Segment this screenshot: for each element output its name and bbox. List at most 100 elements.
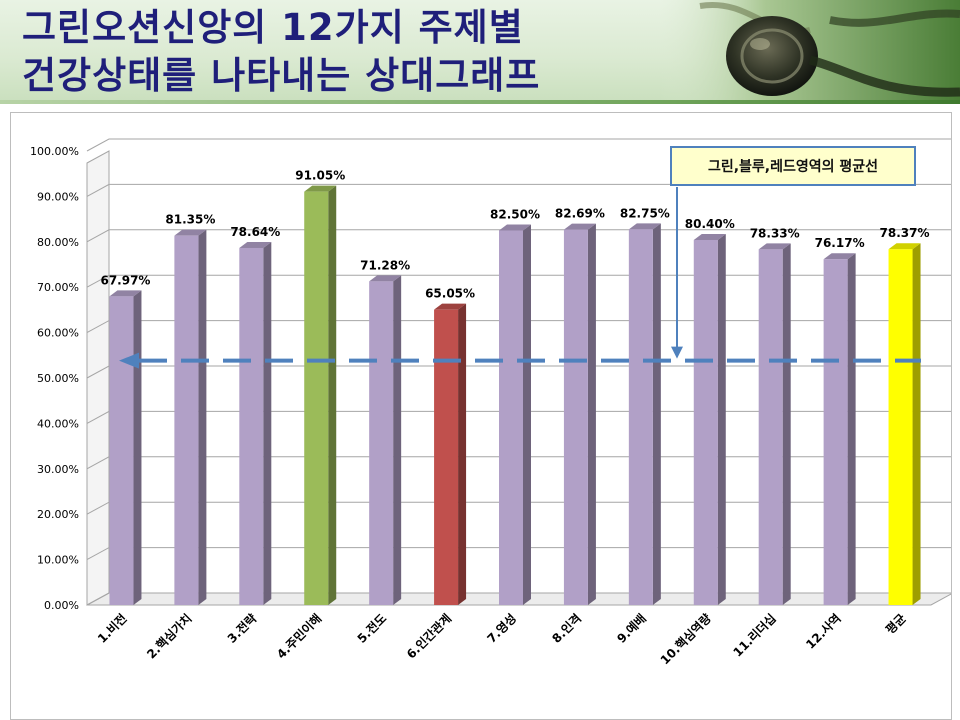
gridline	[86, 183, 951, 197]
bar-top	[758, 243, 791, 250]
data-label: 81.35%	[165, 213, 215, 227]
gridline	[86, 274, 951, 288]
bar-top	[109, 290, 142, 297]
y-tick-label: 100.00%	[30, 145, 79, 158]
x-tick-label: 3.전략	[224, 611, 259, 646]
y-tick-label: 70.00%	[37, 281, 79, 294]
bar-side	[912, 243, 921, 605]
x-tick-label: 6.인간관계	[403, 611, 454, 662]
bar	[109, 296, 134, 605]
title-line-1: 그린오션신앙의 12가지 주제별	[22, 6, 524, 49]
bar	[888, 249, 913, 605]
slide-header: 그린오션신앙의 12가지 주제별 건강상태를 나타내는 상대그래프	[0, 0, 960, 104]
bar	[369, 281, 394, 605]
bar	[563, 229, 588, 605]
bar-top	[304, 185, 337, 192]
average-line-callout: 그린,블루,레드영역의 평균선	[670, 146, 916, 186]
bar-top	[823, 253, 856, 260]
data-label: 78.64%	[230, 225, 280, 239]
bar	[823, 259, 848, 605]
bar-top	[888, 243, 921, 250]
average-line-arrowhead	[119, 352, 139, 369]
bar-top	[628, 223, 661, 230]
bar	[174, 235, 199, 605]
slide-title: 그린오션신앙의 12가지 주제별 건강상태를 나타내는 상대그래프	[22, 4, 540, 100]
y-tick-label: 10.00%	[37, 554, 79, 567]
bar-side	[198, 229, 207, 605]
x-tick-label: 9.예배	[614, 611, 649, 646]
gridline	[86, 456, 951, 470]
gridline	[86, 320, 951, 334]
gridline	[86, 365, 951, 379]
y-tick-label: 90.00%	[37, 190, 79, 203]
data-label: 71.28%	[360, 258, 410, 272]
y-tick-label: 40.00%	[37, 417, 79, 430]
y-tick-label: 30.00%	[37, 463, 79, 476]
x-tick-label: 10.핵심역량	[657, 611, 714, 668]
gridline	[86, 229, 951, 243]
bar-side	[328, 185, 337, 605]
title-line-2: 건강상태를 나타내는 상대그래프	[22, 54, 541, 97]
bar-side	[393, 275, 402, 605]
x-tick-label: 1.비전	[94, 611, 129, 646]
gridline	[86, 592, 951, 606]
data-label: 67.97%	[100, 273, 150, 287]
x-tick-label: 7.영성	[484, 611, 519, 646]
data-label: 65.05%	[425, 287, 475, 301]
x-tick-label: 2.핵심가치	[144, 611, 195, 662]
bar-top	[434, 303, 467, 310]
gridline	[86, 138, 951, 152]
bar-side	[847, 253, 856, 605]
header-divider	[0, 100, 960, 104]
data-label: 78.37%	[880, 226, 930, 240]
x-tick-label: 평균	[883, 611, 909, 637]
data-label: 76.17%	[815, 236, 865, 250]
y-tick-label: 50.00%	[37, 372, 79, 385]
y-tick-label: 80.00%	[37, 236, 79, 249]
callout-pointer-arrowhead	[671, 346, 683, 359]
bar-side	[523, 224, 531, 605]
y-tick-label: 20.00%	[37, 508, 79, 521]
data-label: 82.75%	[620, 206, 670, 220]
stethoscope-image	[660, 0, 960, 104]
bar	[434, 309, 459, 605]
bar	[239, 247, 264, 605]
bar-top	[174, 229, 207, 236]
chart-side-wall	[86, 150, 110, 606]
bar-top	[563, 223, 596, 230]
bar-top	[499, 224, 531, 231]
gridline	[86, 501, 951, 515]
bar-side	[587, 223, 596, 605]
bar	[758, 249, 783, 605]
x-tick-label: 4.주민이해	[273, 611, 324, 662]
gridline	[86, 410, 951, 424]
gridline	[86, 547, 951, 561]
bar-top	[239, 241, 272, 248]
data-label: 82.50%	[490, 207, 540, 221]
x-tick-label: 12.사역	[802, 611, 843, 652]
x-tick-label: 11.리더십	[730, 611, 779, 660]
bar-side	[263, 241, 272, 605]
y-tick-label: 60.00%	[37, 327, 79, 340]
data-label: 80.40%	[685, 217, 735, 231]
bar-side	[717, 233, 726, 605]
bar-top	[369, 275, 402, 282]
bar-side	[782, 243, 791, 605]
y-tick-label: 0.00%	[44, 599, 79, 612]
callout-text: 그린,블루,레드영역의 평균선	[707, 159, 879, 175]
data-label: 91.05%	[295, 169, 345, 183]
bar	[499, 230, 523, 605]
x-tick-label: 5.전도	[354, 611, 389, 646]
bar-chart: 0.00% 10.00% 20.00% 30.00% 40.00% 50.00% 60.00…	[30, 138, 951, 668]
bar-side	[652, 223, 661, 605]
bar-side	[458, 303, 467, 605]
data-label: 78.33%	[750, 226, 800, 240]
bar-top	[693, 233, 726, 240]
bar	[693, 239, 718, 605]
chart-area: 0.00% 10.00% 20.00% 30.00% 40.00% 50.00% 60.00…	[10, 112, 952, 720]
bar	[304, 191, 329, 605]
x-tick-label: 8.인격	[549, 611, 584, 646]
bar-side	[133, 290, 142, 605]
bar	[628, 229, 653, 605]
data-label: 82.69%	[555, 207, 605, 221]
